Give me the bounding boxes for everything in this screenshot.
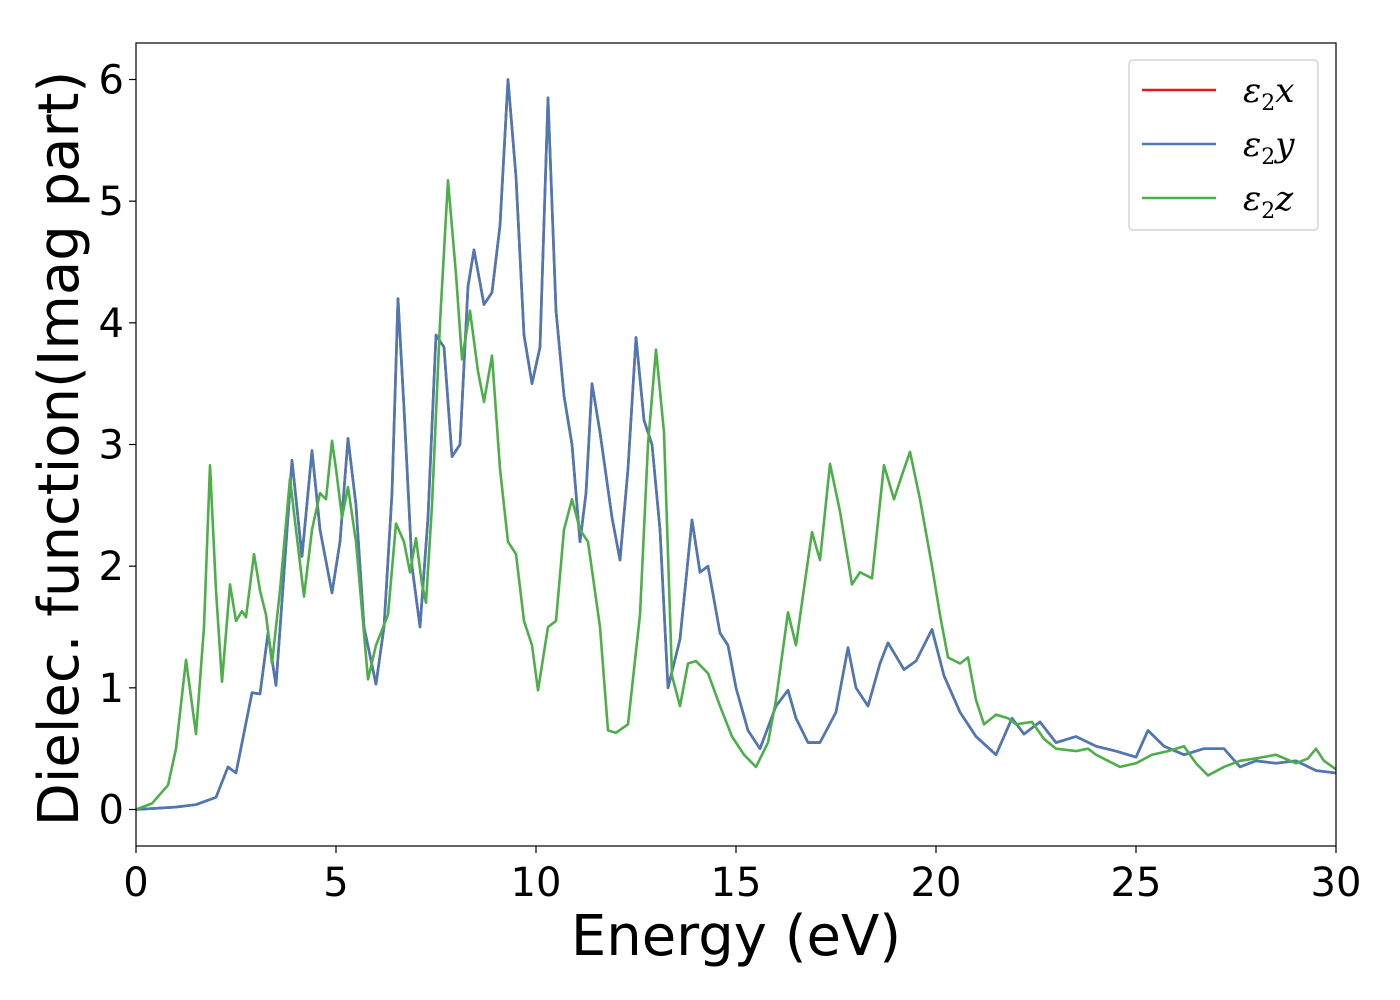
x-tick-label: 5	[323, 860, 348, 906]
y-axis-title: Dielec. function(Imag part)	[27, 71, 92, 827]
x-tick-label: 10	[511, 860, 562, 906]
legend-label: ε2z	[1243, 179, 1294, 224]
y-tick-label: 0	[99, 788, 124, 834]
legend-label: ε2y	[1243, 125, 1295, 170]
x-axis-title: Energy (eV)	[571, 904, 901, 969]
legend-items: ε2x ε2y ε2z	[1142, 71, 1295, 224]
y-tick-label: 2	[99, 544, 124, 590]
series-line-z	[135, 179, 1337, 811]
x-tick-label: 15	[711, 860, 762, 906]
x-tick-label: 25	[1111, 860, 1162, 906]
y-tick-label: 1	[99, 666, 124, 712]
legend: ε2x ε2y ε2z	[1128, 59, 1319, 231]
series-line-y	[135, 78, 1337, 811]
axis-ticks: 0 5 10 15 20 25 30 0 1 2 3 4 5 6	[99, 58, 1362, 907]
legend-label: ε2x	[1243, 71, 1294, 116]
plot-lines	[135, 78, 1337, 811]
legend-item-z: ε2z	[1142, 179, 1294, 224]
y-tick-label: 3	[99, 423, 124, 469]
x-tick-label: 20	[911, 860, 962, 906]
y-tick-label: 6	[99, 58, 124, 104]
x-tick-label: 30	[1311, 860, 1362, 906]
legend-box	[1128, 59, 1319, 231]
legend-item-y: ε2y	[1142, 125, 1295, 170]
legend-item-x: ε2x	[1142, 71, 1294, 116]
x-tick-label: 0	[123, 860, 148, 906]
y-tick-label: 5	[99, 179, 124, 225]
y-tick-label: 4	[99, 301, 124, 347]
